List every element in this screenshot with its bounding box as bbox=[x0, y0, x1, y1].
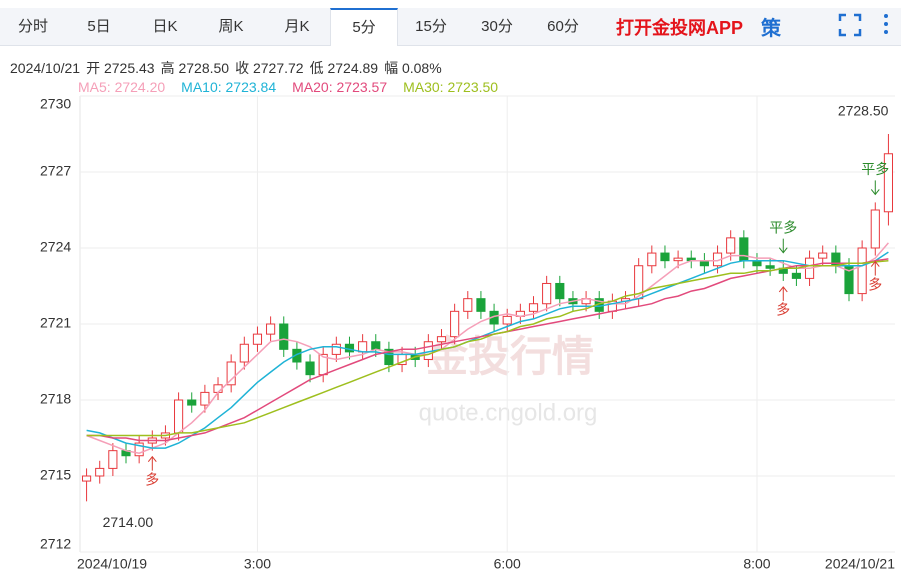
candle-body bbox=[528, 303, 539, 312]
extreme-label: 2728.50 bbox=[838, 103, 889, 119]
signal-arrow-head bbox=[870, 189, 880, 196]
y-tick-label: 2730 bbox=[40, 96, 71, 112]
x-tick-label: 3:00 bbox=[244, 556, 271, 572]
candle-body bbox=[200, 391, 210, 406]
candle-body bbox=[187, 399, 197, 406]
candle-body bbox=[463, 298, 473, 312]
candle-body bbox=[857, 247, 867, 295]
tab[interactable]: 周K bbox=[218, 17, 244, 35]
watermark: quote.cngold.org bbox=[419, 399, 598, 426]
candle-body bbox=[108, 450, 118, 469]
candle-body bbox=[791, 272, 801, 279]
legend-entry: MA20: 2723.57 bbox=[292, 79, 388, 95]
signal-label: 多 bbox=[776, 302, 790, 318]
info-item: 幅 0.08% bbox=[384, 60, 442, 76]
more-icon[interactable] bbox=[884, 14, 888, 34]
candle-body bbox=[279, 323, 289, 350]
y-tick-label: 2718 bbox=[40, 391, 71, 407]
candle-body bbox=[647, 252, 657, 267]
ma-line bbox=[86, 259, 889, 437]
y-tick-label: 2727 bbox=[40, 163, 71, 179]
candle-body bbox=[266, 323, 276, 335]
signal-label: 多 bbox=[145, 471, 159, 487]
candle-body bbox=[436, 336, 447, 343]
candle-body bbox=[305, 361, 315, 376]
tab[interactable]: 5日 bbox=[87, 17, 111, 35]
candle-body bbox=[384, 348, 394, 366]
ma-line bbox=[86, 251, 889, 449]
signal-arrow-head bbox=[147, 455, 157, 462]
signal-label: 平多 bbox=[769, 219, 797, 235]
brand-link[interactable]: 打开金投网APP bbox=[616, 17, 744, 38]
info-line: 2024/10/21 开 2725.43 高 2728.50 收 2727.72 低 2… bbox=[10, 58, 448, 78]
tab[interactable]: 月K bbox=[284, 17, 310, 35]
x-tick-label: 8:00 bbox=[743, 556, 770, 572]
info-item: 低 2724.89 bbox=[309, 60, 379, 76]
y-tick-label: 2715 bbox=[40, 467, 71, 483]
signal-arrow-head bbox=[778, 247, 788, 254]
signal-label: 平多 bbox=[861, 161, 889, 177]
candle-body bbox=[739, 237, 749, 262]
tab[interactable]: 日K bbox=[152, 17, 178, 35]
tab[interactable]: 15分 bbox=[415, 17, 447, 35]
candle-body bbox=[226, 361, 236, 386]
candle-body bbox=[818, 252, 828, 259]
tab[interactable]: 60分 bbox=[547, 17, 579, 35]
info-item: 2024/10/21 bbox=[10, 60, 81, 76]
candle-body bbox=[450, 310, 460, 338]
candle-body bbox=[673, 257, 683, 262]
signal-arrow-head bbox=[870, 260, 880, 267]
candle-body bbox=[765, 265, 775, 269]
legend-entry: MA10: 2723.84 bbox=[181, 79, 277, 95]
candle-body bbox=[542, 282, 552, 305]
info-item: 高 2728.50 bbox=[160, 60, 230, 76]
candle-body bbox=[331, 343, 341, 355]
signal-arrow-head bbox=[778, 286, 788, 293]
candle-body bbox=[371, 341, 381, 350]
legend-entry: MA5: 2724.20 bbox=[78, 79, 166, 95]
tab[interactable]: 分时 bbox=[17, 17, 48, 35]
candle-body bbox=[81, 475, 92, 482]
tab-bar: 分时 5日 日K 周K 月K 5分 15分 30分 60分 打开金投网APP 策 bbox=[0, 7, 901, 46]
expand-icon[interactable] bbox=[838, 13, 862, 37]
candle-body bbox=[870, 209, 880, 249]
info-item: 开 2725.43 bbox=[86, 60, 155, 76]
candle-body bbox=[555, 282, 565, 300]
candle-body bbox=[660, 252, 670, 262]
tab[interactable]: 30分 bbox=[481, 17, 513, 35]
extreme-label: 2714.00 bbox=[103, 514, 154, 530]
tab[interactable]: 5分 bbox=[330, 7, 398, 46]
y-tick-label: 2724 bbox=[40, 239, 71, 255]
x-tick-label: 2024/10/19 bbox=[77, 556, 147, 572]
watermark: 金投行情 bbox=[425, 333, 594, 380]
candle-body bbox=[476, 298, 486, 312]
x-tick-label: 6:00 bbox=[494, 556, 521, 572]
candle-body bbox=[134, 442, 144, 457]
x-tick-label: 2024/10/21 bbox=[825, 556, 895, 572]
y-tick-label: 2712 bbox=[40, 536, 71, 552]
candle-body bbox=[292, 348, 302, 363]
candle-body bbox=[252, 333, 263, 345]
candle-body bbox=[358, 341, 368, 353]
signal-label: 多 bbox=[868, 276, 882, 292]
candle-body bbox=[239, 343, 249, 363]
candle-body bbox=[95, 467, 105, 477]
y-tick-label: 2721 bbox=[40, 315, 71, 331]
legend-entry: MA30: 2723.50 bbox=[403, 79, 499, 95]
candle-body bbox=[883, 153, 894, 213]
candle-body bbox=[502, 315, 512, 325]
ma-legend: MA5: 2724.20 MA10: 2723.84 MA20: 2723.57 MA… bbox=[78, 79, 514, 95]
candle-body bbox=[726, 237, 736, 254]
candle-body bbox=[174, 399, 184, 434]
strategy-icon[interactable]: 策 bbox=[761, 18, 782, 40]
info-item: 收 2727.72 bbox=[235, 60, 304, 76]
ma-line bbox=[86, 242, 889, 454]
